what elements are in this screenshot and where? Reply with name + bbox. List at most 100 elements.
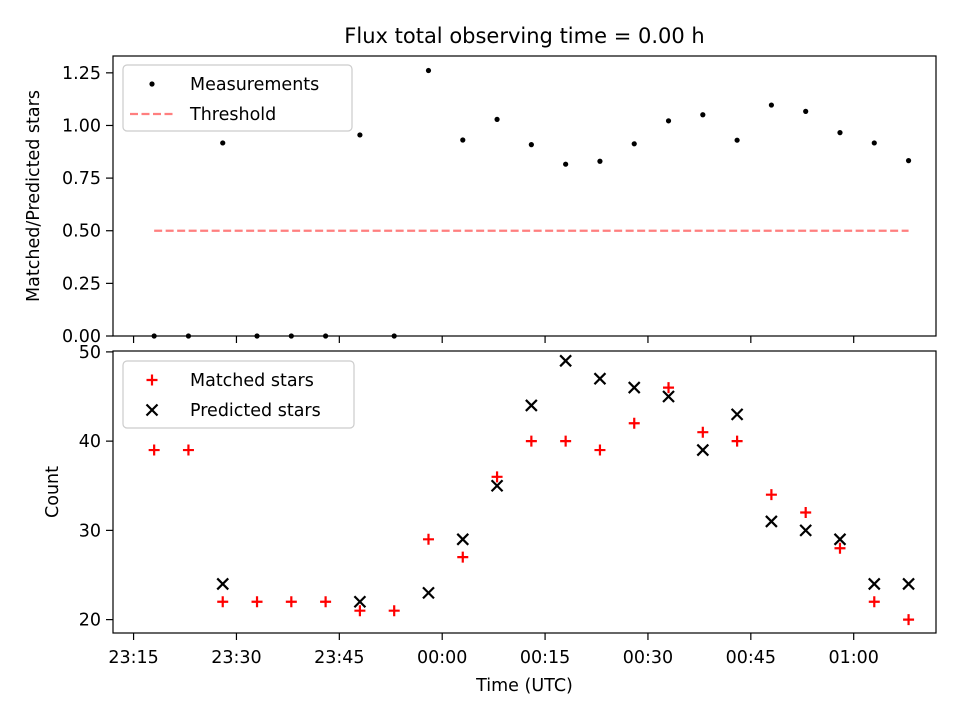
- count-plot-area: [148, 354, 915, 626]
- predicted-star-point: [216, 577, 230, 591]
- matched-star-point: [217, 596, 229, 608]
- count-x-tick-label: 01:00: [828, 648, 878, 668]
- matched-star-point: [663, 382, 675, 394]
- count-x-tick-label: 23:30: [211, 648, 261, 668]
- predicted-star-point: [662, 390, 675, 403]
- measurement-point: [905, 158, 912, 164]
- measurement-point: [357, 132, 363, 138]
- legend-label-measurements: Measurements: [190, 75, 319, 95]
- measurement-point: [700, 112, 706, 118]
- matched-star-point: [422, 533, 434, 545]
- count-y-tick-label: 30: [79, 521, 101, 541]
- matched-star-point: [697, 426, 709, 438]
- matched-star-point: [251, 596, 263, 608]
- count-x-axis: 23:15 23:30 23:45 00:00 00:15 00:30 00:45 01:00: [108, 633, 879, 668]
- count-x-tick-label: 00:30: [623, 648, 673, 668]
- predicted-star-point: [593, 372, 607, 385]
- predicted-star-point: [696, 443, 710, 457]
- count-x-tick-label: 23:15: [108, 648, 158, 668]
- measurement-point: [734, 137, 740, 143]
- predicted-star-point: [422, 586, 435, 600]
- count-x-tick-label: 23:45: [314, 648, 364, 668]
- measurement-point: [837, 130, 843, 136]
- ratio-y-axis: 0.00 0.25 0.50 0.75 1.00 1.25: [62, 64, 113, 347]
- predicted-star-point: [525, 399, 538, 412]
- measurement-point: [665, 118, 672, 124]
- matched-star-point: [388, 605, 400, 617]
- predicted-star-point: [867, 577, 881, 591]
- matched-star-point: [800, 507, 812, 519]
- legend-label-predicted: Predicted stars: [190, 401, 321, 421]
- measurement-point: [768, 102, 775, 108]
- predicted-star-point: [730, 408, 744, 421]
- count-panel: 20 30 40 50 23:15 23:30 23:45 00:00 00:15 00:30 0…: [43, 343, 937, 696]
- ratio-legend-box: [122, 64, 353, 132]
- measurement-point: [563, 161, 569, 167]
- predicted-star-point: [765, 515, 778, 528]
- ratio-y-tick-label: 0.00: [62, 327, 101, 347]
- predicted-star-point: [353, 595, 367, 609]
- count-y-tick-label: 50: [79, 343, 101, 363]
- ratio-y-tick-label: 1.25: [62, 64, 101, 84]
- legend-label-matched: Matched stars: [190, 371, 314, 391]
- matched-star-point: [354, 605, 366, 617]
- count-x-tick-label: 00:45: [726, 648, 776, 668]
- chart-title: Flux total observing time = 0.00 h: [344, 24, 704, 48]
- matched-star-point: [285, 596, 297, 608]
- matched-star-point: [594, 444, 606, 456]
- measurement-point: [803, 108, 809, 114]
- count-y-axis-label: Count: [43, 466, 63, 518]
- legend-marker-matched: [146, 374, 158, 386]
- ratio-y-tick-label: 0.25: [62, 274, 101, 294]
- matched-star-point: [903, 614, 915, 626]
- measurement-point: [528, 142, 534, 148]
- ratio-legend: Measurements Threshold: [122, 64, 353, 132]
- predicted-star-point: [833, 533, 847, 546]
- count-plot-frame: [112, 350, 937, 634]
- count-y-tick-label: 20: [79, 611, 101, 631]
- ratio-panel: Flux total observing time = 0.00 h 0.000…: [24, 24, 937, 347]
- ratio-y-tick-label: 0.75: [62, 169, 101, 189]
- legend-label-threshold: Threshold: [189, 105, 276, 125]
- matched-star-point: [182, 444, 194, 456]
- predicted-star-point: [902, 577, 915, 591]
- x-axis-label: Time (UTC): [475, 676, 573, 696]
- ratio-x-axis: [132, 336, 855, 343]
- count-x-tick-label: 00:00: [417, 648, 467, 668]
- measurement-point: [597, 158, 603, 164]
- count-x-tick-label: 00:15: [520, 648, 570, 668]
- ratio-plot-frame: [112, 55, 937, 337]
- measurement-point: [425, 67, 432, 74]
- legend-marker-predicted: [145, 403, 159, 417]
- ratio-y-tick-label: 0.50: [62, 222, 101, 242]
- matched-star-point: [320, 596, 332, 608]
- matched-star-point: [868, 596, 880, 608]
- matched-star-point: [834, 542, 846, 554]
- count-y-tick-label: 40: [79, 432, 101, 452]
- matched-star-point: [148, 444, 160, 456]
- ratio-plot-area: [151, 67, 912, 339]
- predicted-star-point: [799, 524, 812, 537]
- count-legend: Matched stars Predicted stars: [122, 360, 355, 429]
- measurement-point: [631, 141, 637, 147]
- measurement-point: [494, 116, 500, 122]
- ratio-y-tick-label: 1.00: [62, 116, 101, 136]
- predicted-star-point: [456, 533, 470, 546]
- matched-star-point: [560, 435, 572, 447]
- count-legend-box: [122, 360, 355, 429]
- matched-star-point: [457, 551, 469, 563]
- ratio-y-axis-label: Matched/Predicted stars: [24, 90, 44, 302]
- predicted-star-point: [559, 354, 572, 368]
- matched-star-point: [628, 417, 640, 429]
- legend-marker-measurements: [149, 81, 155, 87]
- matched-star-point: [765, 489, 777, 501]
- predicted-star-point: [627, 381, 641, 394]
- predicted-star-point: [490, 479, 504, 493]
- measurement-point: [460, 137, 466, 143]
- matched-star-point: [491, 471, 503, 483]
- count-y-axis: 20 30 40 50: [79, 343, 113, 631]
- matched-star-point: [731, 435, 743, 447]
- measurement-point: [871, 140, 877, 146]
- matched-star-point: [525, 435, 537, 447]
